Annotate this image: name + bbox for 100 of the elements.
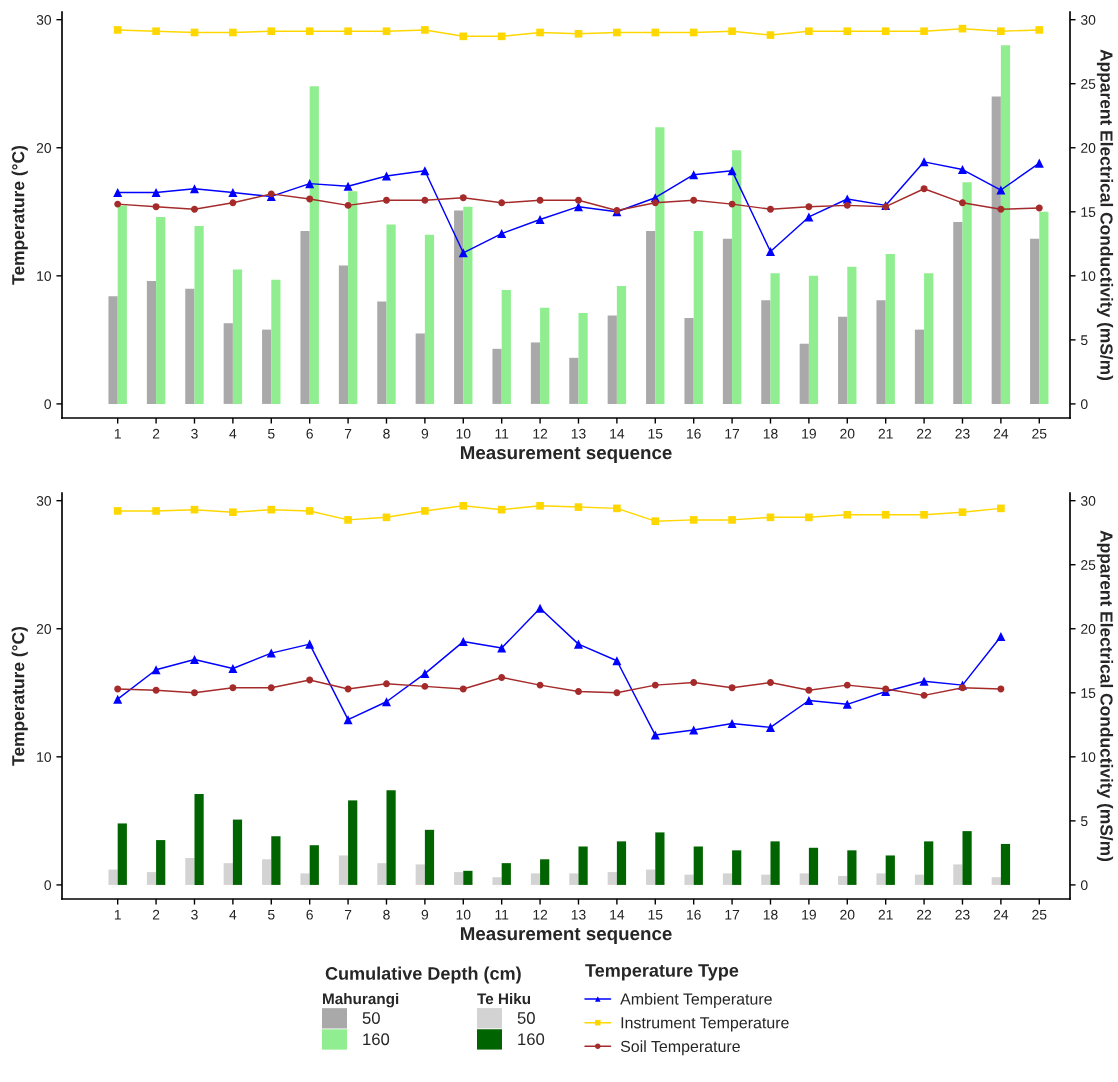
point [420, 669, 430, 679]
point [690, 196, 698, 204]
bar [808, 275, 819, 404]
bar [722, 873, 733, 885]
bar [953, 864, 963, 885]
point [228, 188, 238, 198]
bar [914, 329, 925, 404]
bar [223, 863, 233, 885]
bar [962, 831, 972, 885]
x-tick-label: 11 [495, 428, 509, 439]
y-tick-label: 0 [44, 880, 52, 891]
bar [838, 875, 848, 885]
x-tick-label: 15 [648, 909, 663, 920]
bar [655, 127, 665, 404]
bar [463, 870, 473, 885]
point [498, 199, 506, 207]
bar [953, 222, 963, 404]
point [804, 695, 814, 705]
x-tick-label: 11 [495, 909, 509, 920]
bar [684, 318, 694, 404]
point [344, 27, 352, 36]
point [575, 688, 582, 695]
legend-label: Soil Temperature [620, 1040, 740, 1056]
text: Temperature Type [585, 964, 739, 981]
x-tick-label: 10 [456, 428, 471, 439]
bar [655, 832, 665, 885]
x-tick-label: 5 [267, 428, 275, 439]
point [881, 27, 890, 36]
bar [693, 846, 703, 885]
x-tick-label: 21 [878, 909, 893, 920]
point [421, 196, 429, 204]
y2-tick-label: 0 [1080, 399, 1088, 410]
point [575, 196, 582, 204]
bar [799, 873, 809, 885]
y2-axis-title: Apparent Electrical Conductivity (mS/m) [1096, 530, 1114, 862]
point [727, 166, 737, 176]
point [767, 679, 774, 687]
point [766, 31, 775, 39]
y2-tick-label: 20 [1081, 143, 1096, 153]
x-tick-label: 25 [1032, 909, 1047, 920]
y-tick-label: 30 [36, 496, 52, 506]
point [229, 28, 237, 37]
x-tick-label: 6 [306, 428, 313, 439]
y2-tick-label: 15 [1081, 207, 1096, 217]
point [689, 170, 699, 180]
point [151, 665, 161, 675]
x-tick-label: 13 [571, 428, 586, 439]
bar [424, 829, 435, 885]
point [152, 203, 160, 211]
point [573, 639, 583, 649]
point [382, 27, 391, 36]
y2-tick-label: 25 [1081, 79, 1096, 89]
point [151, 188, 161, 198]
point [152, 507, 160, 515]
point [765, 722, 775, 732]
point [459, 501, 468, 510]
bar [914, 874, 925, 885]
point [919, 157, 929, 167]
point [997, 504, 1005, 513]
bar [185, 858, 195, 885]
x-tick-label: 19 [802, 909, 816, 920]
point [191, 205, 198, 213]
point [189, 184, 199, 194]
y-tick-label: 10 [37, 271, 52, 282]
x-tick-label: 12 [533, 909, 548, 920]
point [305, 507, 314, 515]
point [189, 654, 199, 665]
y-tick-label: 30 [36, 15, 52, 25]
y2-tick-label: 30 [1080, 15, 1096, 25]
x-tick-label: 16 [687, 909, 701, 920]
point [613, 689, 621, 697]
point [113, 188, 123, 198]
point [805, 513, 813, 522]
bar [386, 790, 396, 885]
legend-label: 160 [363, 1033, 390, 1046]
x-tick-label: 19 [802, 428, 816, 439]
point [765, 246, 775, 257]
bar [962, 182, 972, 404]
point [152, 27, 160, 36]
x-tick-label: 10 [456, 909, 471, 920]
bar [578, 312, 588, 404]
bar [223, 323, 233, 404]
bar [463, 206, 473, 404]
x-tick-label: 24 [993, 909, 1009, 920]
point [114, 685, 122, 693]
bar [761, 874, 771, 885]
x-tick-label: 7 [344, 909, 352, 920]
y2-tick-label: 0 [1080, 880, 1088, 891]
y2-axis-title: Apparent Electrical Conductivity (mS/m) [1096, 49, 1114, 381]
point [997, 27, 1005, 36]
bar [271, 279, 281, 404]
point [267, 684, 275, 692]
bar [117, 205, 127, 404]
bar [799, 343, 809, 404]
point [843, 27, 852, 36]
x-tick-label: 24 [993, 428, 1009, 439]
point [767, 205, 774, 213]
point [535, 603, 545, 613]
point [459, 32, 468, 41]
bar [607, 315, 617, 404]
